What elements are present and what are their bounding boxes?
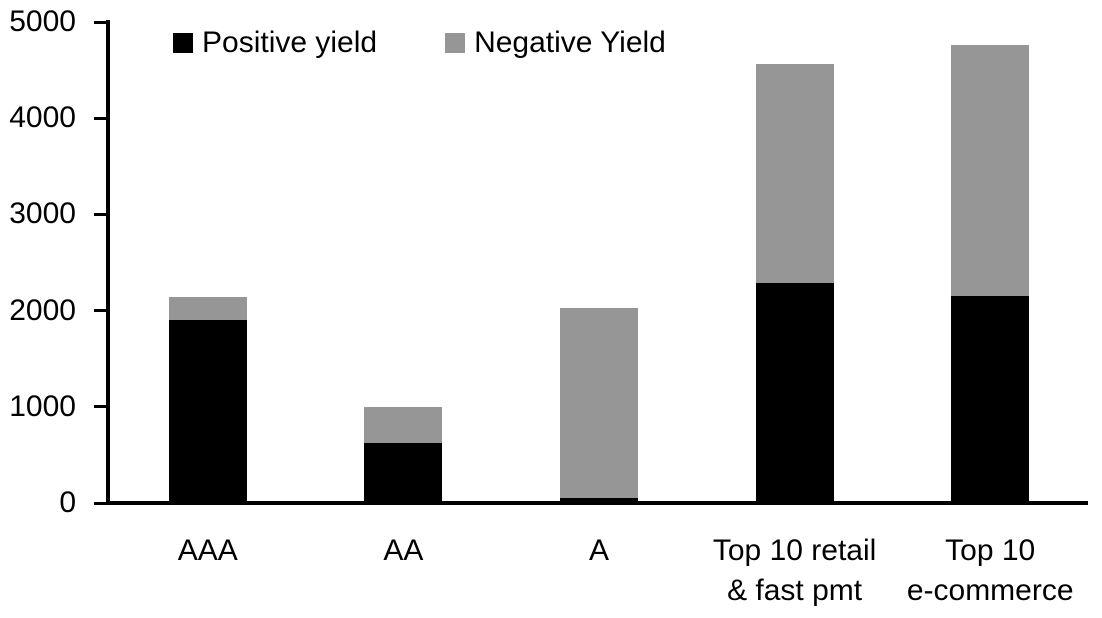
bar-segment-negative-yield-top-10-retail-fast-pmt [755, 64, 834, 283]
bar-segment-positive-yield-top-10-retail-fast-pmt [755, 282, 834, 503]
bar-a [560, 307, 638, 503]
chart-legend: Positive yield Negative Yield [173, 28, 666, 58]
bar-top-10-retail-fast-pmt [755, 64, 834, 503]
x-axis-label-top-10-retail-fast-pmt: Top 10 retail & fast pmt [712, 534, 877, 607]
bar-top-10-e-commerce [951, 45, 1030, 503]
x-axis-line [106, 501, 1088, 505]
bar-segment-positive-yield-a [560, 498, 638, 503]
bar-segment-negative-yield-aa [364, 406, 443, 444]
x-axis-label-top-10-e-commerce: Top 10 e-commerce [906, 534, 1074, 607]
bar-segment-positive-yield-aa [364, 443, 443, 503]
legend-label-negative-yield: Negative Yield [474, 26, 666, 59]
y-axis-tick-label: 0 [59, 486, 76, 519]
y-axis-tick [94, 212, 107, 216]
bar-segment-positive-yield-top-10-e-commerce [951, 296, 1030, 503]
x-axis-label-aa: AA [383, 534, 424, 567]
y-axis-line [106, 20, 110, 505]
bar-segment-negative-yield-top-10-e-commerce [951, 45, 1030, 297]
bar-segment-negative-yield-aaa [168, 297, 247, 321]
y-axis-tick [94, 309, 107, 313]
y-axis-tick-label: 1000 [9, 389, 76, 423]
y-axis-tick-label: 3000 [9, 197, 76, 231]
y-axis-tick [94, 20, 107, 24]
y-axis-tick-label: 4000 [9, 101, 76, 135]
y-axis-tick-label: 2000 [9, 293, 76, 327]
negative-yield-swatch-icon [445, 33, 466, 53]
y-axis-tick [94, 116, 107, 120]
bar-aaa [168, 297, 247, 503]
x-axis-label-a: A [588, 534, 609, 567]
x-axis-label-aaa: AAA [177, 534, 238, 567]
legend-label-positive-yield: Positive yield [202, 26, 378, 59]
bar-segment-positive-yield-aaa [168, 320, 247, 503]
bar-segment-negative-yield-a [560, 307, 638, 499]
positive-yield-swatch-icon [173, 33, 193, 53]
y-axis-tick [94, 501, 107, 505]
legend-item-positive-yield: Positive yield [173, 28, 377, 58]
bar-aa [364, 406, 443, 503]
y-axis-tick [94, 405, 107, 409]
y-axis-tick-label: 5000 [9, 5, 76, 38]
legend-item-negative-yield: Negative Yield [445, 28, 666, 58]
